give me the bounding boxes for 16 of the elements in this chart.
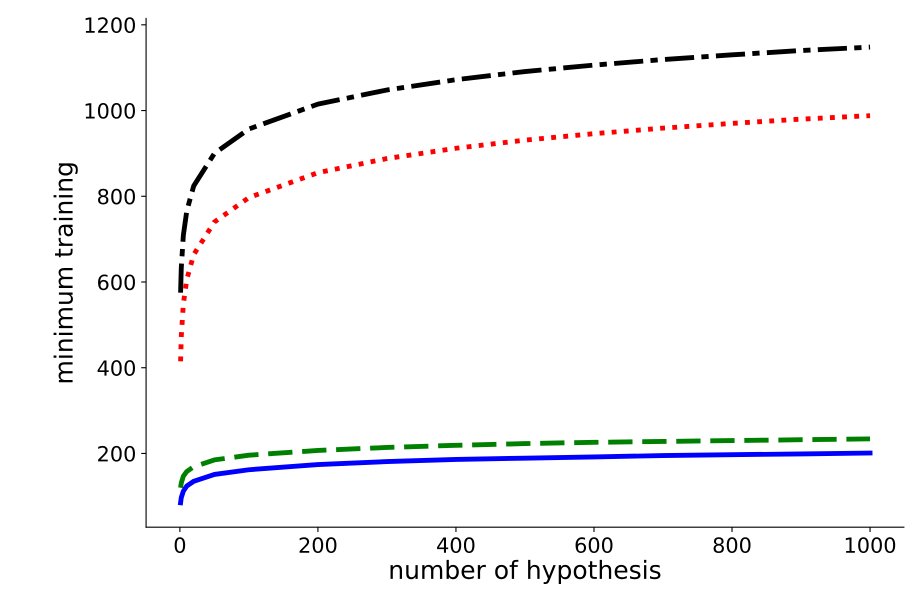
y-axis-title: minimum training xyxy=(54,163,78,382)
y-tick-label: 800 xyxy=(98,188,135,204)
line-series xyxy=(178,436,872,490)
y-tick-label: 400 xyxy=(98,360,135,376)
line-series xyxy=(178,450,872,506)
x-tick-label: 0 xyxy=(174,537,186,554)
x-tick-label: 1000 xyxy=(846,537,896,554)
x-axis-title: number of hypothesis xyxy=(390,560,660,584)
x-tick-label: 800 xyxy=(714,537,751,554)
y-tick-label: 200 xyxy=(98,446,135,462)
y-tick-label: 1000 xyxy=(86,103,135,119)
y-tick-label: 600 xyxy=(98,274,135,290)
y-tick-label: 1200 xyxy=(86,17,135,34)
x-tick-label: 400 xyxy=(437,537,474,554)
x-tick-label: 200 xyxy=(300,537,336,554)
x-tick-label: 600 xyxy=(576,537,612,554)
